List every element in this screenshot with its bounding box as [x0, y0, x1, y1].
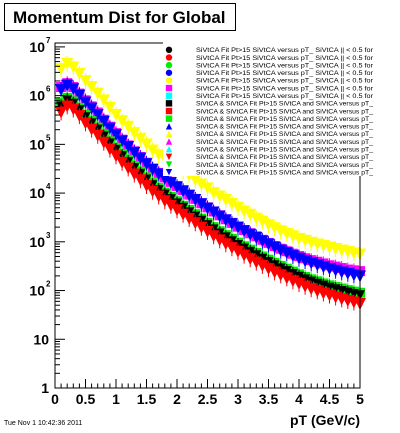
legend-label: SiVtCA & SiVtCA Fit Pt>15 SiVtCA and SiV… — [196, 169, 373, 176]
x-tick-label: 0 — [51, 391, 59, 407]
y-tick-label: 10 — [29, 185, 45, 201]
legend-label: SiVtCA Fit Pt>15 SiVtCA versus pT_ SiVtC… — [196, 55, 374, 62]
legend-label: SiVtCA & SiVtCA Fit Pt>15 SiVtCA and SiV… — [196, 154, 373, 161]
legend-label: SiVtCA Fit Pt>15 SiVtCA versus pT_ SiVtC… — [196, 70, 374, 77]
legend-label: SiVtCA & SiVtCA Fit Pt>15 SiVtCA and SiV… — [196, 162, 373, 169]
legend-marker — [165, 69, 173, 76]
title-box: Momentum Dist for Global — [4, 3, 236, 31]
x-tick-label: 0.5 — [76, 391, 96, 407]
legend-box — [163, 42, 376, 176]
legend-label: SiVtCA Fit Pt>15 SiVtCA versus pT_ SiVtC… — [196, 62, 374, 69]
data-points — [55, 55, 366, 312]
legend-label: SiVtCA & SiVtCA Fit Pt>15 SiVtCA and SiV… — [196, 139, 373, 146]
legend-marker — [165, 115, 173, 122]
x-tick-label: 2 — [173, 391, 181, 407]
legend-label: SiVtCA Fit Pt>15 SiVtCA versus pT_ SiVtC… — [196, 47, 374, 54]
x-tick-label: 5 — [356, 391, 364, 407]
y-tick-label: 10 — [29, 39, 45, 55]
legend-marker — [165, 168, 173, 176]
y-tick-label: 10 — [33, 331, 49, 347]
legend-marker — [165, 138, 173, 145]
legend-marker — [165, 46, 173, 54]
y-tick-exponent: 7 — [46, 36, 51, 45]
x-tick-label: 1 — [112, 391, 120, 407]
legend-marker — [165, 61, 173, 69]
legend-label: SiVtCA & SiVtCA Fit Pt>15 SiVtCA and SiV… — [196, 124, 373, 131]
y-tick-exponent: 2 — [46, 280, 51, 289]
legend-marker — [165, 130, 173, 138]
x-tick-label: 4.5 — [320, 391, 340, 407]
x-axis: 0 0.5 1 1.5 2 2.5 3 3.5 4 4.5 5 — [51, 379, 364, 407]
x-axis-label: pT (GeV/c) — [290, 412, 361, 428]
legend-marker — [165, 77, 173, 84]
x-tick-label: 2.5 — [198, 391, 218, 407]
legend-label: SiVtCA & SiVtCA Fit Pt>15 SiVtCA and SiV… — [196, 131, 373, 138]
legend-marker — [165, 84, 173, 92]
legend-label: SiVtCA Fit Pt>15 SiVtCA versus pT_ SiVtC… — [196, 78, 374, 85]
legend-marker — [165, 100, 173, 107]
legend: SiVtCA Fit Pt>15 SiVtCA versus pT_ SiVtC… — [163, 42, 376, 176]
legend-label: SiVtCA & SiVtCA Fit Pt>15 SiVtCA and SiV… — [196, 101, 373, 108]
x-tick-label: 3 — [234, 391, 242, 407]
legend-marker — [165, 92, 173, 99]
legend-label: SiVtCA & SiVtCA Fit Pt>15 SiVtCA and SiV… — [196, 108, 373, 115]
legend-marker — [165, 161, 173, 168]
series — [55, 77, 366, 285]
legend-marker — [165, 54, 173, 61]
x-tick-label: 3.5 — [259, 391, 279, 407]
y-tick-label: 10 — [29, 234, 45, 250]
chart-title: Momentum Dist for Global — [13, 8, 226, 27]
legend-label: SiVtCA Fit Pt>15 SiVtCA versus pT_ SiVtC… — [196, 85, 374, 92]
y-tick-label: 1 — [41, 380, 49, 396]
x-tick-label: 1.5 — [137, 391, 157, 407]
y-tick-label: 10 — [29, 283, 45, 299]
y-tick-exponent: 3 — [46, 231, 51, 240]
timestamp: Tue Nov 1 10:42:36 2011 — [4, 420, 83, 427]
legend-marker — [165, 153, 173, 161]
legend-marker — [165, 123, 173, 130]
y-tick-label: 10 — [29, 136, 45, 152]
y-tick-exponent: 5 — [46, 133, 51, 142]
y-tick-exponent: 6 — [46, 85, 51, 94]
x-tick-label: 4 — [295, 391, 303, 407]
y-tick-label: 10 — [29, 88, 45, 104]
y-tick-exponent: 4 — [46, 182, 51, 191]
legend-label: SiVtCA & SiVtCA Fit Pt>15 SiVtCA and SiV… — [196, 116, 373, 123]
legend-marker — [165, 146, 173, 153]
legend-label: SiVtCA Fit Pt>15 SiVtCA versus pT_ SiVtC… — [196, 93, 374, 100]
legend-label: SiVtCA & SiVtCA Fit Pt>15 SiVtCA and SiV… — [196, 147, 373, 154]
series — [55, 98, 366, 312]
legend-marker — [165, 107, 173, 115]
